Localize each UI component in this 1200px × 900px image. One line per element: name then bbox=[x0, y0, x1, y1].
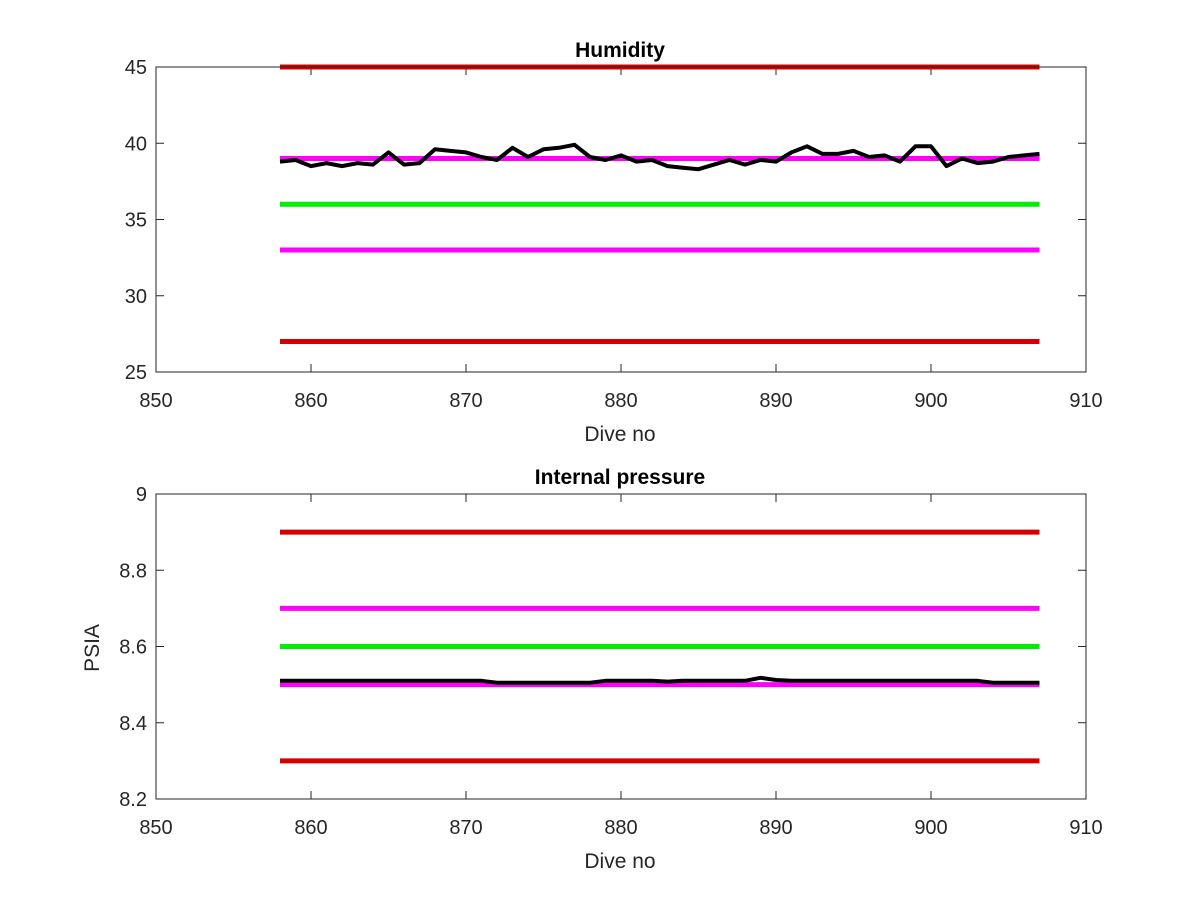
humidity-x-tick-label: 870 bbox=[449, 390, 482, 412]
internal-pressure-y-tick-label: 8.6 bbox=[119, 637, 147, 659]
humidity-ticks: 850 860 870 880 890 900 910 25 30 35 40 45 bbox=[125, 57, 1103, 412]
humidity-y-tick-label: 30 bbox=[125, 286, 147, 308]
humidity-plot-area bbox=[279, 64, 1040, 344]
humidity-x-tick-label: 860 bbox=[294, 390, 327, 412]
humidity-x-tick-label: 890 bbox=[759, 390, 792, 412]
internal-pressure-y-tick-label: 8.8 bbox=[119, 560, 147, 582]
internal-pressure-subplot: Internal pressure Dive no PSIA 850 860 870… bbox=[81, 466, 1103, 873]
humidity-x-tick-label: 880 bbox=[604, 390, 637, 412]
humidity-y-tick-label: 35 bbox=[125, 210, 147, 232]
internal-pressure-y-tick-label: 8.4 bbox=[119, 713, 147, 735]
internal-pressure-y-axis-label: PSIA bbox=[81, 624, 104, 672]
humidity-x-tick-label: 900 bbox=[914, 390, 947, 412]
internal-pressure-ticks: 850 860 870 880 890 900 910 8.2 8.4 8.6 8.8 9 bbox=[119, 484, 1103, 839]
internal-pressure-x-tick-label: 900 bbox=[914, 817, 947, 839]
humidity-x-tick-label: 910 bbox=[1069, 390, 1102, 412]
internal-pressure-axes-box bbox=[155, 493, 1087, 800]
internal-pressure-x-tick-label: 860 bbox=[294, 817, 327, 839]
internal-pressure-x-tick-label: 870 bbox=[449, 817, 482, 839]
internal-pressure-y-tick-label: 8.2 bbox=[119, 789, 147, 811]
humidity-x-tick-label: 850 bbox=[139, 390, 172, 412]
internal-pressure-x-tick-label: 880 bbox=[604, 817, 637, 839]
humidity-y-tick-label: 45 bbox=[125, 57, 147, 79]
humidity-data-line bbox=[279, 142, 1040, 172]
internal-pressure-plot-area bbox=[280, 529, 1040, 764]
humidity-x-axis-label: Dive no bbox=[584, 423, 655, 446]
internal-pressure-x-tick-label: 910 bbox=[1069, 817, 1102, 839]
internal-pressure-x-tick-label: 890 bbox=[759, 817, 792, 839]
humidity-subplot: Humidity Dive no 850 860 870 880 890 900 910 25… bbox=[125, 39, 1103, 446]
internal-pressure-y-tick-label: 9 bbox=[136, 484, 147, 506]
humidity-axes-box bbox=[155, 66, 1087, 373]
internal-pressure-x-axis-label: Dive no bbox=[584, 850, 655, 873]
internal-pressure-data-line bbox=[280, 675, 1040, 685]
internal-pressure-title: Internal pressure bbox=[535, 466, 705, 489]
humidity-title: Humidity bbox=[575, 39, 665, 62]
humidity-y-tick-label: 40 bbox=[125, 133, 147, 155]
humidity-y-tick-label: 25 bbox=[125, 362, 147, 384]
internal-pressure-x-tick-label: 850 bbox=[139, 817, 172, 839]
